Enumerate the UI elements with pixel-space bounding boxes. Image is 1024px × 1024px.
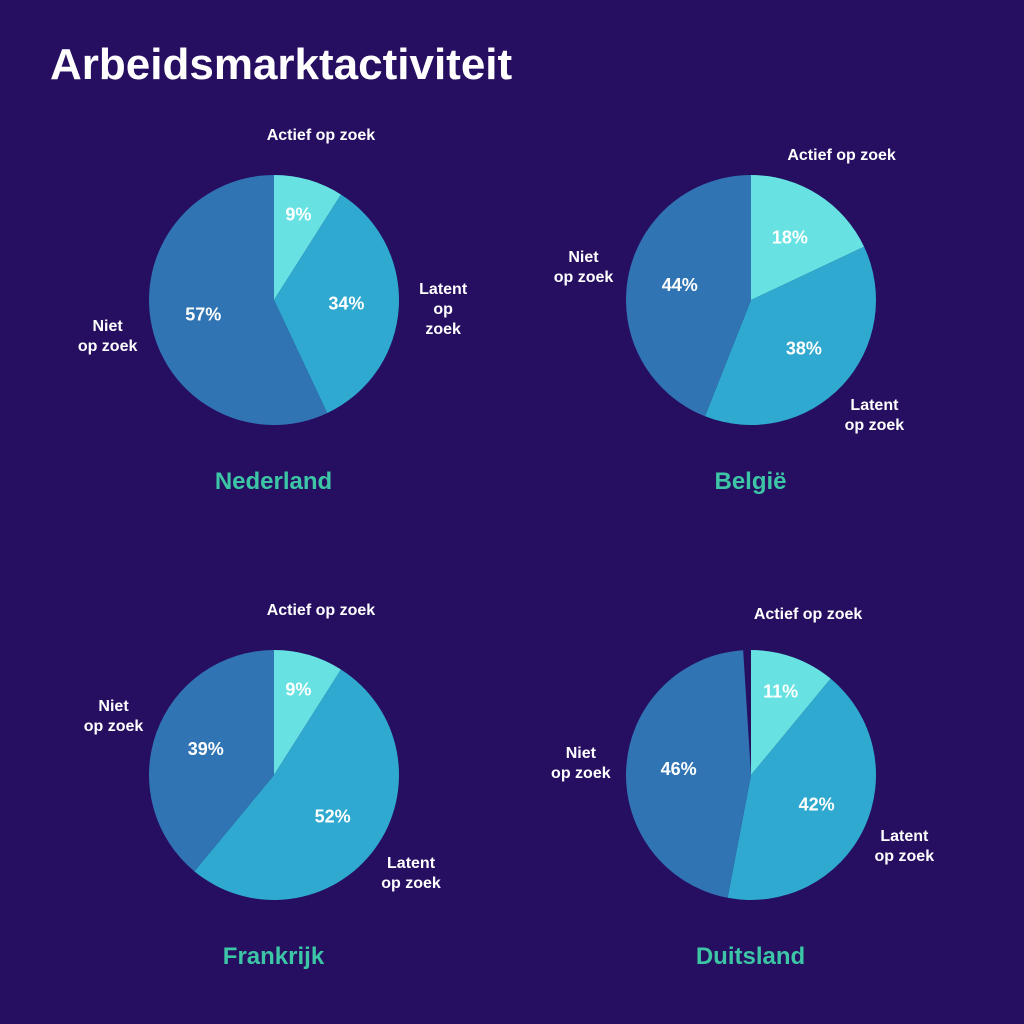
label-latent: Latent op zoek xyxy=(381,854,441,894)
pct-actief: 9% xyxy=(285,204,311,224)
label-niet: Niet op zoek xyxy=(551,744,611,784)
label-actief: Actief op zoek xyxy=(267,601,375,621)
label-actief: Actief op zoek xyxy=(267,126,375,146)
label-actief: Actief op zoek xyxy=(754,605,862,625)
pct-niet: 46% xyxy=(660,759,696,779)
label-latent: Latent op zoek xyxy=(419,280,467,340)
label-niet: Niet op zoek xyxy=(84,697,144,737)
pie-chart: 11% 42% 46% xyxy=(626,650,876,900)
label-niet: Niet op zoek xyxy=(554,248,614,288)
chart-duitsland: 11% 42% 46% Actief op zoek Latent op zoek Nie… xyxy=(527,595,974,1000)
label-latent: Latent op zoek xyxy=(845,396,905,436)
pct-niet: 39% xyxy=(187,739,223,759)
label-actief: Actief op zoek xyxy=(787,146,895,166)
pct-niet: 44% xyxy=(661,275,697,295)
label-latent: Latent op zoek xyxy=(875,827,935,867)
infographic-container: Arbeidsmarktactiviteit 9% 34% 57% Actief op… xyxy=(0,0,1024,1024)
pct-actief: 18% xyxy=(771,227,807,247)
charts-grid: 9% 34% 57% Actief op zoek Latent op zoek Niet… xyxy=(50,120,974,1000)
pie-wrap: 18%38%44%Actief op zoekLatent op zoekNie… xyxy=(536,150,966,450)
label-niet: Niet op zoek xyxy=(78,317,138,357)
pie-chart: 18% 38% 44% xyxy=(626,175,876,425)
pct-actief: 9% xyxy=(285,679,311,699)
country-name: België xyxy=(714,468,786,496)
pie-wrap: 9%52%39%Actief op zoekLatent op zoekNiet… xyxy=(59,625,489,925)
chart-nederland: 9% 34% 57% Actief op zoek Latent op zoek Niet… xyxy=(50,120,497,525)
pct-latent: 38% xyxy=(785,338,821,358)
pct-actief: 11% xyxy=(763,681,798,701)
chart-frankrijk: 9% 52% 39% Actief op zoek Latent op zoek Niet… xyxy=(50,595,497,1000)
page-title: Arbeidsmarktactiviteit xyxy=(50,40,974,90)
country-name: Frankrijk xyxy=(223,943,324,971)
pct-latent: 34% xyxy=(328,293,364,313)
pie-wrap: 9%34%57%Actief op zoekLatent op zoekNiet… xyxy=(59,150,489,450)
pie-wrap: 11%42%46%Actief op zoekLatent op zoekNie… xyxy=(536,625,966,925)
chart-belgië: 18% 38% 44% Actief op zoek Latent op zoek Nie… xyxy=(527,120,974,525)
pie-chart: 9% 52% 39% xyxy=(149,650,399,900)
pct-latent: 42% xyxy=(798,794,834,814)
pie-chart: 9% 34% 57% xyxy=(149,175,399,425)
pct-niet: 57% xyxy=(185,304,221,324)
pct-latent: 52% xyxy=(314,806,350,826)
country-name: Duitsland xyxy=(696,943,805,971)
country-name: Nederland xyxy=(215,468,332,496)
